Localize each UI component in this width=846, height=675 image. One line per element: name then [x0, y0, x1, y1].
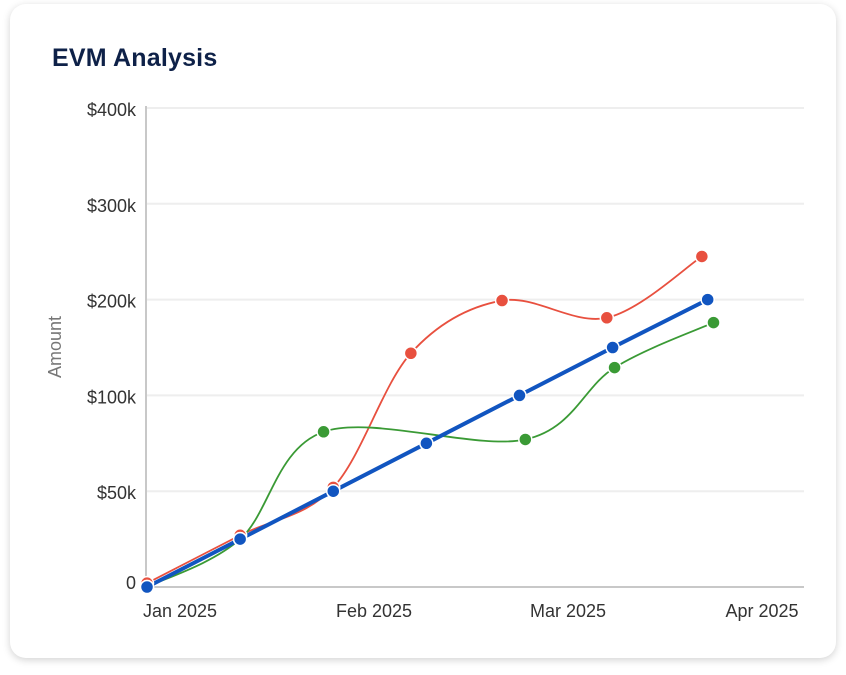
chart-title: EVM Analysis [52, 44, 218, 72]
planned-value-point[interactable] [700, 292, 715, 307]
y-axis-label: Amount [45, 316, 65, 378]
earned-value-point[interactable] [518, 432, 533, 447]
planned-value-markers [139, 292, 715, 595]
earned-value-point[interactable] [607, 360, 622, 375]
earned-value-line [146, 321, 715, 588]
planned-value-point[interactable] [139, 579, 155, 595]
y-tick-label: $50k [97, 483, 137, 503]
y-tick-label: $100k [87, 387, 137, 407]
actual-cost-markers [139, 249, 710, 591]
actual-cost-point[interactable] [494, 293, 510, 308]
x-tick-label: Apr 2025 [725, 601, 798, 621]
earned-value-point[interactable] [706, 315, 721, 330]
actual-cost-point[interactable] [403, 345, 419, 361]
y-tick-label: $300k [87, 196, 137, 216]
x-tick-label: Mar 2025 [530, 601, 606, 621]
actual-cost-line [146, 255, 703, 585]
planned-value-point[interactable] [232, 531, 248, 547]
planned-value-point[interactable] [326, 483, 341, 499]
earned-value-point[interactable] [316, 424, 331, 440]
x-tick-label: Jan 2025 [143, 601, 217, 621]
x-tick-label: Feb 2025 [336, 601, 412, 621]
y-tick-label: $400k [87, 100, 137, 120]
y-tick-label: 0 [126, 573, 136, 593]
actual-cost-point[interactable] [694, 249, 710, 264]
planned-value-point[interactable] [512, 388, 527, 403]
actual-cost-point[interactable] [599, 310, 615, 326]
planned-value-point[interactable] [605, 340, 620, 355]
evm-analysis-card: EVM Analysis [10, 4, 836, 658]
y-tick-label: $200k [87, 292, 137, 312]
planned-value-point[interactable] [419, 436, 434, 451]
